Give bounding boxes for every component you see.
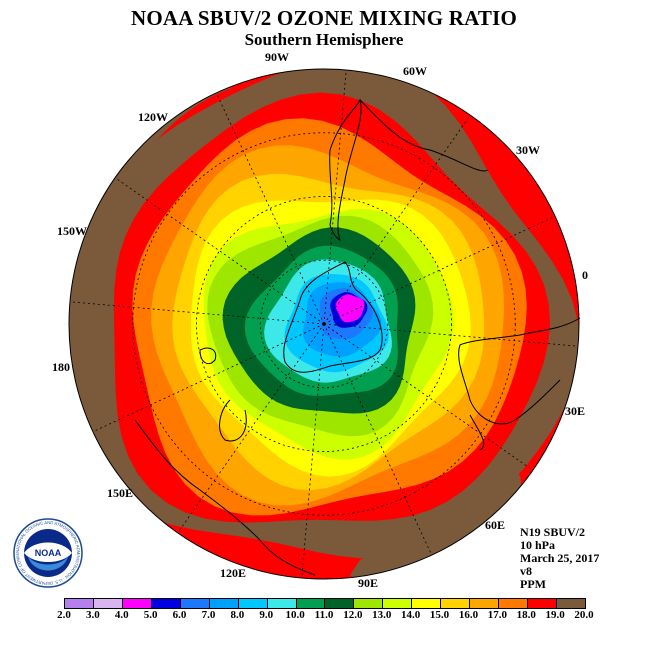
colorbar-swatch — [238, 599, 268, 608]
info-level: 10 hPa — [520, 538, 556, 552]
info-date: March 25, 2017 — [520, 551, 600, 565]
lon-label-30e: 30E — [565, 404, 586, 418]
colorbar-label: 19.0 — [545, 609, 565, 621]
colorbar-label: 15.0 — [429, 609, 450, 621]
colorbar-label: 18.0 — [516, 609, 536, 621]
colorbar-label: 11.0 — [314, 609, 334, 621]
colorbar-swatch — [354, 599, 384, 608]
colorbar-label: 13.0 — [372, 609, 392, 621]
colorbar-swatch — [151, 599, 181, 608]
coastlines — [134, 98, 581, 576]
colorbar-swatch — [296, 599, 326, 608]
colorbar-label: 7.0 — [201, 609, 216, 621]
colorbar-label: 3.0 — [86, 609, 100, 621]
noaa-logo: NOAA NATIONAL OCEANIC AND ATMOSPHERIC AD… — [12, 517, 83, 588]
colorbar-swatch — [499, 599, 528, 608]
colorbar-swatch — [325, 599, 355, 608]
colorbar-label: 6.0 — [172, 609, 187, 621]
colorbar-swatch — [556, 599, 585, 608]
colorbar-swatch — [65, 599, 94, 608]
coastline-south-america — [329, 98, 489, 241]
colorbar-swatch — [180, 599, 210, 608]
colorbar-swatch — [267, 599, 297, 608]
lon-label-150e: 150E — [107, 486, 134, 500]
lon-label-150w: 150W — [57, 224, 87, 238]
colorbar-swatch — [122, 599, 152, 608]
colorbar-label: 9.0 — [259, 609, 274, 621]
info-units: PPM — [520, 577, 546, 591]
colorbar-label: 17.0 — [487, 609, 507, 621]
colorbar-label: 20.0 — [574, 609, 594, 621]
coastline-new-zealand — [199, 347, 217, 365]
colorbar-swatch — [441, 599, 471, 608]
lon-label-0: 0 — [582, 268, 588, 282]
info-satellite: N19 SBUV/2 — [520, 525, 586, 539]
ozone-contour-fill — [69, 69, 579, 579]
coastline-africa — [458, 317, 581, 451]
colorbar-label: 8.0 — [230, 609, 245, 621]
colorbar-label: 12.0 — [343, 609, 363, 621]
colorbar-swatch — [209, 599, 239, 608]
colorbar-label: 4.0 — [114, 609, 129, 621]
lon-label-90w: 90W — [265, 50, 289, 64]
colorbar-swatch — [528, 599, 557, 608]
noaa-logo-text: NOAA — [35, 548, 62, 558]
colorbar — [64, 598, 586, 609]
colorbar-label: 16.0 — [458, 609, 479, 621]
latitude-circle — [132, 132, 516, 516]
coastline-antarctica — [283, 261, 383, 373]
colorbar-swatch — [412, 599, 442, 608]
map-boundary-circle — [68, 68, 580, 580]
lon-label-180: 180 — [52, 360, 70, 374]
latitude-circle — [259, 259, 389, 389]
lon-label-120e: 120E — [220, 566, 247, 580]
latitude-circle — [196, 196, 452, 452]
map-info-block: N19 SBUV/2 10 hPa March 25, 2017 v8 PPM — [520, 526, 599, 591]
colorbar-label: 5.0 — [143, 609, 158, 621]
colorbar-label: 10.0 — [285, 609, 305, 621]
info-version: v8 — [520, 564, 532, 578]
lon-label-90e: 90E — [358, 576, 379, 590]
colorbar-label: 2.0 — [57, 609, 71, 621]
colorbar-swatch — [93, 599, 123, 608]
lon-label-60e: 60E — [485, 518, 506, 532]
colorbar-labels: 2.0 3.0 4.0 5.0 6.0 7.0 8.0 9.0 10.0 11.0 12.0 13.0… — [57, 609, 594, 623]
lon-label-120w: 120W — [138, 110, 168, 124]
lon-label-60w: 60W — [403, 64, 427, 78]
map-title: NOAA SBUV/2 OZONE MIXING RATIO — [131, 6, 517, 30]
colorbar-swatch — [383, 599, 413, 608]
graticule — [69, 69, 579, 579]
colorbar-swatch — [470, 599, 500, 608]
lon-label-30w: 30W — [516, 143, 540, 157]
colorbar-label: 14.0 — [401, 609, 421, 621]
map-subtitle: Southern Hemisphere — [244, 30, 404, 49]
coastline-australia — [134, 399, 316, 576]
